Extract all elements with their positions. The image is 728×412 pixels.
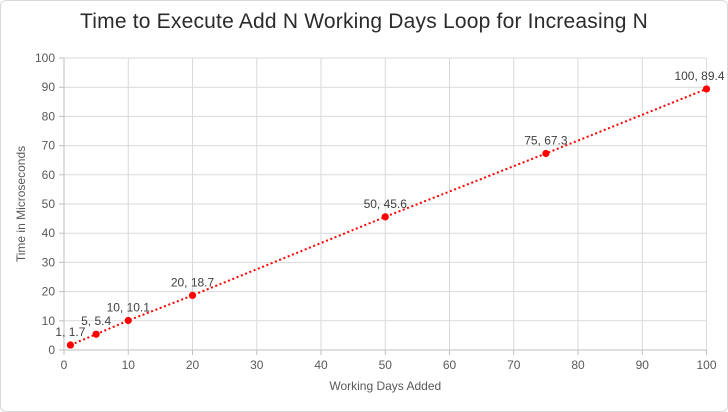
data-point-label: 20, 18.7 xyxy=(171,275,215,289)
y-tick-label: 50 xyxy=(42,197,56,211)
y-tick-label: 90 xyxy=(42,80,56,94)
y-axis-title: Time in Microseconds xyxy=(14,146,28,262)
x-axis-title: Working Days Added xyxy=(329,379,441,393)
data-point xyxy=(188,291,197,299)
x-tick-label: 0 xyxy=(61,358,68,372)
data-point-label: 100, 89.4 xyxy=(674,69,724,83)
y-tick-label: 0 xyxy=(48,343,55,357)
x-tick-label: 90 xyxy=(636,358,650,372)
x-tick-label: 30 xyxy=(250,358,264,372)
y-tick-label: 60 xyxy=(42,168,56,182)
y-tick-label: 40 xyxy=(42,226,56,240)
data-point xyxy=(92,330,100,338)
data-point xyxy=(66,341,75,349)
x-tick-label: 40 xyxy=(314,358,328,372)
x-tick-label: 70 xyxy=(507,358,521,372)
chart-title: Time to Execute Add N Working Days Loop … xyxy=(80,10,648,33)
data-point-label: 10, 10.1 xyxy=(107,301,151,315)
y-tick-label: 30 xyxy=(42,255,56,269)
y-tick-label: 10 xyxy=(42,314,56,328)
y-tick-label: 70 xyxy=(42,139,56,153)
data-point xyxy=(702,85,711,93)
data-point xyxy=(381,213,389,221)
data-point xyxy=(542,149,550,158)
x-tick-label: 60 xyxy=(443,358,457,372)
data-point-label: 5, 5.4 xyxy=(81,314,111,328)
x-tick-label: 20 xyxy=(186,358,200,372)
x-tick-label: 10 xyxy=(122,358,136,372)
y-tick-label: 80 xyxy=(42,109,56,123)
x-tick-label: 100 xyxy=(696,358,716,372)
data-point xyxy=(124,316,132,325)
y-tick-label: 20 xyxy=(42,285,56,299)
data-point-label: 75, 67.3 xyxy=(524,133,568,147)
data-point-label: 50, 45.6 xyxy=(364,197,408,211)
x-tick-label: 80 xyxy=(571,358,585,372)
x-tick-label: 50 xyxy=(379,358,393,372)
data-point-label: 1, 1.7 xyxy=(55,325,85,339)
y-tick-label: 100 xyxy=(35,51,55,65)
